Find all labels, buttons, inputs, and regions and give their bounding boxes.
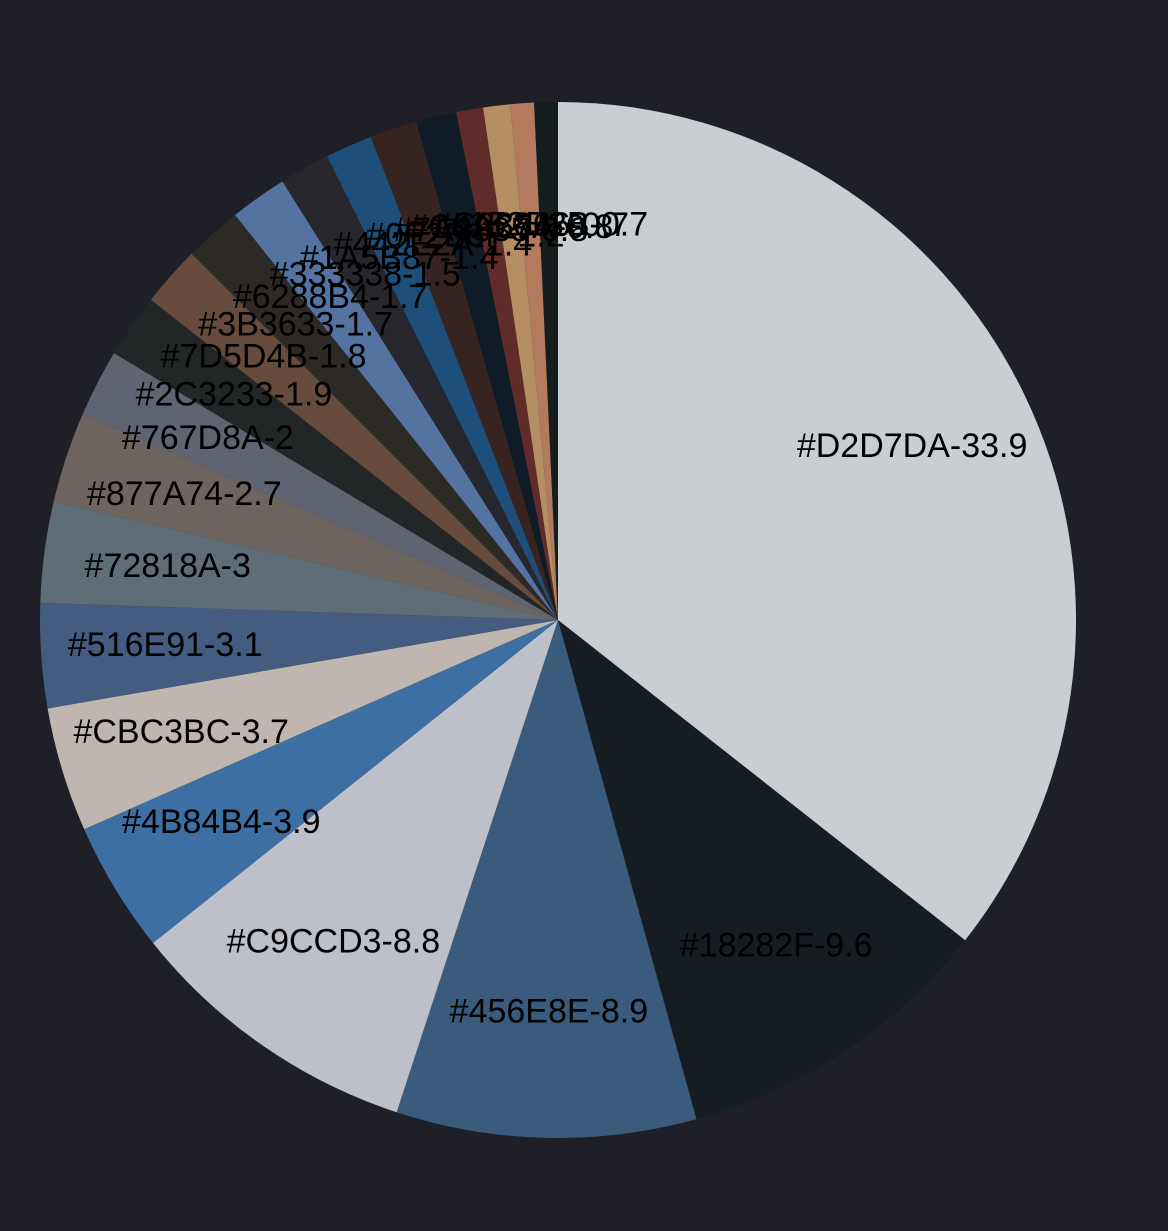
pie-slice — [153, 620, 558, 1113]
slice-label: #CBC3BC-3.7 — [73, 713, 288, 751]
slice-label: #C38866-0.7 — [432, 206, 629, 244]
slice-label: #456E8E-8.9 — [450, 993, 649, 1031]
slice-label: #C9CCD3-8.8 — [227, 922, 441, 960]
pie-slice — [235, 181, 558, 621]
pie-slice — [396, 620, 697, 1138]
slice-label: #3B3633-1.7 — [198, 305, 393, 343]
slice-label: #C4A67A-0.8 — [409, 208, 613, 246]
slice-label: #767D8A-2 — [122, 419, 294, 457]
slice-label: #152B2B-0.7 — [450, 205, 649, 243]
pie-slice — [191, 215, 558, 620]
pie-slice — [370, 121, 558, 620]
pie-slice — [456, 107, 558, 620]
pie-slice — [327, 136, 558, 621]
pie-slice — [53, 413, 558, 620]
pie-slice — [282, 156, 558, 620]
pie-slice — [510, 102, 558, 620]
pie-slice — [47, 620, 559, 830]
slice-label: #6288B4-1.7 — [233, 278, 428, 316]
slice-label: #1A5B87-1.4 — [300, 239, 499, 277]
labels-layer: #D2D7DA-33.9 #18282F-9.6 #456E8E-8.9#C9CCD… — [68, 205, 1028, 1030]
pie-slice — [534, 102, 558, 620]
slice-label: #72818A-3 — [85, 547, 251, 585]
pie-slice — [558, 620, 966, 1120]
pie-slice — [40, 602, 559, 709]
pie-slice — [84, 620, 558, 943]
slice-label: #4B84B4-3.9 — [122, 803, 321, 841]
pie-slice — [114, 299, 558, 620]
pie-slice — [558, 102, 1077, 941]
slice-label: #7A3835-0.8 — [393, 211, 588, 249]
slice-label: #2C3233-1.9 — [136, 375, 333, 413]
slice-label: #333338-1.5 — [270, 256, 461, 294]
pie-slice — [150, 253, 558, 620]
slice-label: #0F2B3F-1.2 — [366, 216, 564, 254]
slice-label: #516E91-3.1 — [68, 626, 263, 664]
slices-layer — [40, 102, 1077, 1138]
pie-slice — [82, 353, 559, 620]
slice-label: #7D5D4B-1.8 — [161, 338, 367, 376]
slice-label: #442E2A-1.4 — [334, 226, 533, 264]
slice-label: #877A74-2.7 — [87, 475, 282, 513]
pie-slice — [483, 104, 558, 620]
pie-slice — [40, 501, 558, 620]
slice-label: #18282F-9.6 — [680, 927, 873, 965]
pie-slice — [416, 112, 558, 620]
slice-label: #D2D7DA-33.9 — [797, 427, 1028, 465]
